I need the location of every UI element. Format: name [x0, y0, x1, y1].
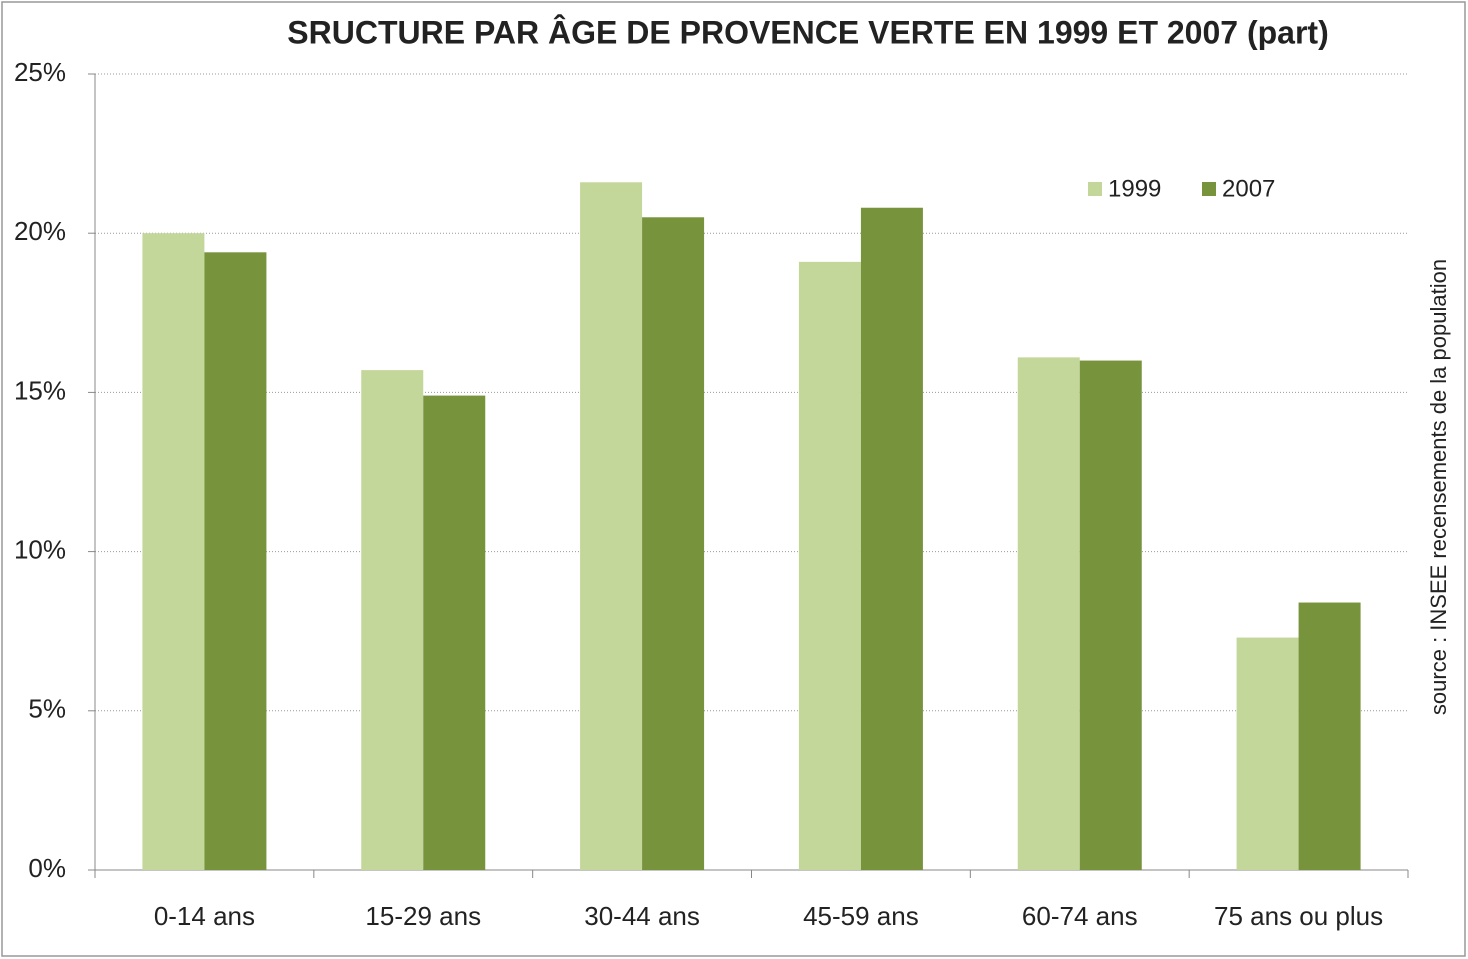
x-tick-label: 60-74 ans — [1022, 901, 1138, 931]
legend-swatch — [1202, 182, 1216, 196]
y-tick-label: 25% — [14, 57, 66, 87]
bar — [142, 233, 205, 870]
y-tick-label: 15% — [14, 375, 66, 405]
legend-label: 1999 — [1108, 175, 1161, 202]
bar — [204, 252, 267, 870]
bar — [423, 395, 486, 870]
source-note: source : INSEE recensements de la popula… — [1426, 259, 1451, 715]
bar — [642, 217, 705, 870]
x-tick-label: 75 ans ou plus — [1214, 901, 1383, 931]
y-tick-label: 0% — [28, 853, 66, 883]
y-tick-label: 20% — [14, 216, 66, 246]
y-tick-label: 5% — [28, 694, 66, 724]
bar — [1236, 637, 1299, 870]
x-tick-label: 45-59 ans — [803, 901, 919, 931]
bar — [860, 207, 923, 870]
y-tick-label: 10% — [14, 534, 66, 564]
x-tick-label: 0-14 ans — [154, 901, 255, 931]
bar — [580, 182, 643, 871]
x-tick-label: 15-29 ans — [365, 901, 481, 931]
bar — [1017, 357, 1080, 871]
legend-swatch — [1088, 182, 1102, 196]
chart-title: SRUCTURE PAR ÂGE DE PROVENCE VERTE EN 19… — [287, 14, 1328, 50]
bar — [1298, 602, 1361, 870]
bar — [1079, 360, 1142, 870]
x-tick-label: 30-44 ans — [584, 901, 700, 931]
legend-label: 2007 — [1222, 175, 1275, 202]
bar — [798, 261, 861, 871]
bar — [361, 370, 424, 870]
